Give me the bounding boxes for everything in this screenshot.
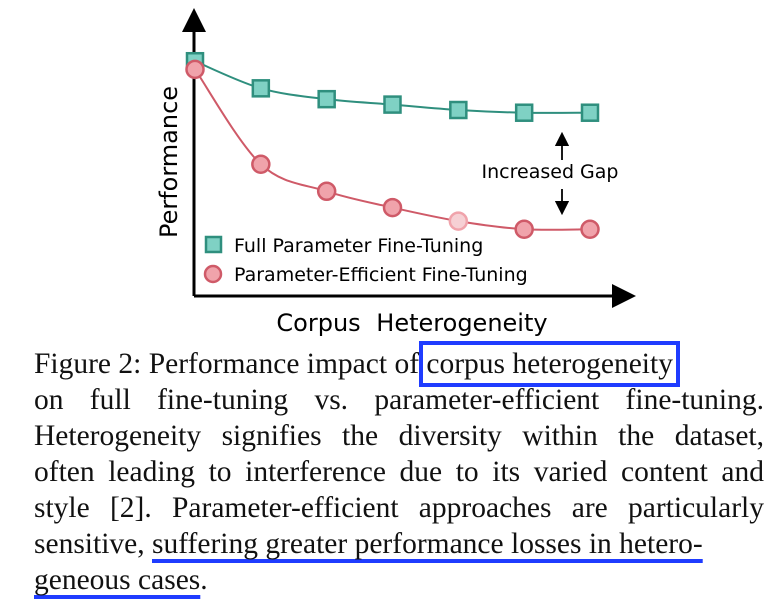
- figure-chart: Performance Corpus Heterogeneity Increas…: [155, 8, 636, 337]
- caption-line-2: on full fine-tuning vs. parameter-effici…: [34, 384, 764, 416]
- data-point-s0-3: [383, 95, 402, 114]
- data-point-s1-3: [382, 197, 403, 218]
- underline-performance-losses: suffering greater performance losses in …: [152, 528, 703, 560]
- data-point-s0-5: [514, 103, 534, 122]
- caption-line-3: Heterogeneity signifies the diversity wi…: [34, 420, 764, 452]
- gap-annotation-text: Increased Gap: [482, 161, 619, 183]
- data-point-s1-5: [514, 219, 534, 239]
- caption-text-1: Performance impact of: [141, 348, 420, 380]
- x-axis-label: Corpus Heterogeneity: [276, 309, 547, 337]
- data-point-s1-4: [448, 211, 469, 231]
- caption-line-5: style [2]. Parameter-efficient approache…: [34, 492, 764, 524]
- legend-label-full: Full Parameter Fine-Tuning: [234, 235, 483, 257]
- underline-heterogeneous-cases: geneous cases: [34, 564, 201, 596]
- caption-line-1: Figure 2: Performance impact of corpus h…: [34, 341, 764, 387]
- data-point-s0-6: [580, 103, 600, 122]
- caption-text-7: .: [200, 564, 208, 596]
- data-point-s1-0: [185, 59, 205, 80]
- highlight-box-corpus-heterogeneity: corpus heterogeneity: [419, 341, 680, 387]
- data-point-s0-1: [251, 79, 271, 98]
- legend-label-efficient: Parameter-Efficient Fine-Tuning: [234, 264, 528, 286]
- caption-label: Figure 2:: [34, 348, 142, 380]
- caption-line-4: often leading to interference due to its…: [34, 456, 764, 488]
- data-point-s1-2: [316, 181, 337, 202]
- data-point-s0-2: [317, 89, 336, 109]
- data-point-s0-4: [449, 100, 468, 120]
- y-axis-label: Performance: [155, 86, 183, 238]
- data-point-s1-1: [251, 154, 271, 174]
- caption-text-6: sensitive,: [34, 528, 152, 560]
- legend: Full Parameter Fine-Tuning Parameter-Eff…: [203, 235, 528, 286]
- legend-circle-marker: [203, 264, 223, 284]
- data-point-s1-6: [580, 219, 600, 239]
- caption-line-7: geneous cases.: [34, 562, 764, 598]
- legend-square-marker: [204, 235, 223, 254]
- figure-caption: Figure 2: Performance impact of corpus h…: [34, 341, 764, 598]
- caption-line-6: sensitive, suffering greater performance…: [34, 526, 764, 562]
- gap-annotation: Increased Gap: [482, 131, 619, 216]
